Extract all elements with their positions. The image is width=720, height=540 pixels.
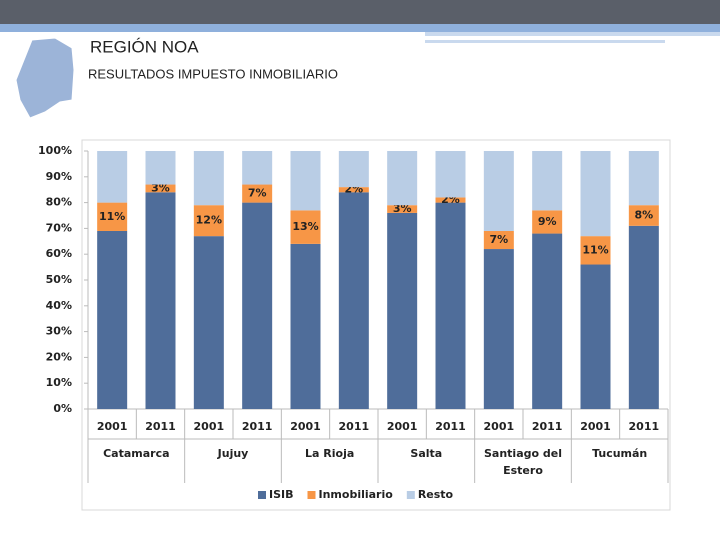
data-label: 8% xyxy=(634,209,653,222)
bar-segment xyxy=(242,184,273,203)
bar-segment xyxy=(145,184,176,193)
data-label: 12% xyxy=(196,214,222,227)
bar-segment xyxy=(290,243,321,409)
data-label: 3% xyxy=(151,181,170,194)
y-tick-label: 50% xyxy=(46,273,72,286)
x-tick-label: 2001 xyxy=(387,420,418,433)
data-label: 13% xyxy=(292,220,318,233)
bar-segment xyxy=(242,151,273,185)
group-label: Catamarca xyxy=(103,447,169,460)
group-label: La Rioja xyxy=(305,447,354,460)
group-label: Santiago del Estero xyxy=(484,447,562,477)
bar-segment xyxy=(580,264,611,409)
title: REGIÓN NOA xyxy=(90,37,199,56)
bar-segment xyxy=(628,225,659,409)
stripe xyxy=(425,32,720,36)
bar-segment xyxy=(628,205,659,226)
bar-segment xyxy=(580,151,611,237)
y-tick-label: 0% xyxy=(53,402,72,415)
x-tick-label: 2011 xyxy=(339,420,370,433)
group-label: Tucumán xyxy=(592,447,647,460)
x-tick-label: 2011 xyxy=(629,420,660,433)
x-tick-label: 2011 xyxy=(242,420,273,433)
map-icon xyxy=(15,37,75,119)
x-tick-label: 2001 xyxy=(484,420,515,433)
stripe xyxy=(425,40,665,43)
bar-segment xyxy=(483,249,514,409)
bar-segment xyxy=(435,197,466,203)
bar-segment xyxy=(338,187,369,193)
x-tick-label: 2001 xyxy=(580,420,611,433)
y-tick-label: 80% xyxy=(46,196,72,209)
subtitle: RESULTADOS IMPUESTO INMOBILIARIO xyxy=(88,66,338,81)
bar-segment xyxy=(387,151,418,206)
bar-segment xyxy=(193,205,224,237)
legend-label: Inmobiliario xyxy=(319,488,394,501)
bar-segment xyxy=(193,236,224,409)
data-label: 7% xyxy=(248,187,267,200)
x-tick-label: 2011 xyxy=(145,420,176,433)
data-label: 9% xyxy=(538,215,557,228)
bar-segment xyxy=(338,151,369,188)
y-tick-label: 30% xyxy=(46,325,72,338)
legend-swatch xyxy=(258,491,266,499)
bar-segment xyxy=(435,202,466,409)
bar-segment xyxy=(242,202,273,409)
top-stripe xyxy=(0,24,720,32)
bar-segment xyxy=(290,151,321,211)
top-bar xyxy=(0,0,720,24)
bar-segment xyxy=(290,210,321,244)
bar-segment xyxy=(338,192,369,409)
x-tick-label: 2011 xyxy=(435,420,466,433)
bar-segment xyxy=(628,151,659,206)
y-tick-label: 10% xyxy=(46,376,72,389)
bar-segment xyxy=(145,151,176,185)
bar-segment xyxy=(483,151,514,231)
bar-segment xyxy=(145,192,176,409)
bar-segment xyxy=(483,230,514,250)
data-label: 11% xyxy=(582,243,608,256)
bar-segment xyxy=(387,212,418,409)
bar-segment xyxy=(97,230,128,409)
data-label: 3% xyxy=(393,202,412,215)
legend-swatch xyxy=(307,491,316,499)
y-tick-label: 70% xyxy=(46,221,72,234)
bar-segment xyxy=(97,202,128,231)
y-tick-label: 100% xyxy=(38,144,72,157)
bar-segment xyxy=(193,151,224,206)
group-label: Jujuy xyxy=(217,447,249,460)
y-tick-label: 60% xyxy=(46,247,72,260)
legend-label: Resto xyxy=(418,488,454,501)
y-tick-label: 20% xyxy=(46,350,72,363)
x-tick-label: 2001 xyxy=(290,420,321,433)
y-tick-label: 40% xyxy=(46,299,72,312)
bar-segment xyxy=(580,236,611,265)
legend-label: ISIB xyxy=(269,488,294,501)
data-label: 11% xyxy=(99,210,125,223)
x-tick-label: 2001 xyxy=(97,420,128,433)
x-tick-label: 2011 xyxy=(532,420,563,433)
bar-segment xyxy=(532,151,563,211)
x-tick-label: 2001 xyxy=(194,420,225,433)
y-tick-label: 90% xyxy=(46,170,72,183)
bar-segment xyxy=(97,151,128,203)
data-label: 7% xyxy=(489,233,508,246)
legend-swatch xyxy=(406,491,415,499)
bar-segment xyxy=(387,205,418,213)
group-label: Salta xyxy=(410,447,442,460)
bar-segment xyxy=(532,233,563,409)
chart-frame xyxy=(81,139,671,511)
bar-segment xyxy=(435,151,466,198)
bar-segment xyxy=(532,210,563,234)
